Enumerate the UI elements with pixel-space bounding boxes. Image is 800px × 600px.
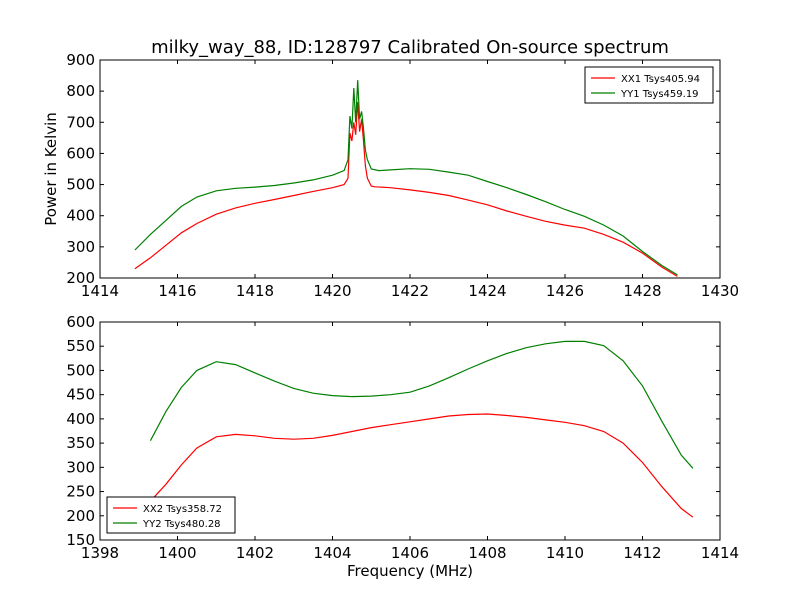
x-tick-label: 1400	[158, 544, 196, 562]
x-tick-label: 1424	[468, 282, 506, 300]
x-tick-label: 1402	[236, 544, 274, 562]
y-axis-label: Power in Kelvin	[42, 112, 60, 226]
y-tick-label: 350	[66, 434, 95, 452]
y-tick-label: 700	[66, 113, 95, 131]
x-tick-label: 1410	[546, 544, 584, 562]
upper-plot: 1414 1416 1418 1420 1422 1424 1426 1428 1430 200 3…	[42, 51, 739, 300]
legend-box	[584, 66, 714, 104]
y-tick-label: 550	[66, 337, 95, 355]
x-tick-label: 1414	[81, 282, 119, 300]
y-tick-label: 600	[66, 313, 95, 331]
chart-title: milky_way_88, ID:128797 Calibrated On-so…	[151, 37, 669, 58]
legend-box	[106, 496, 236, 534]
y-tick-label: 900	[66, 51, 95, 69]
y-tick-label: 800	[66, 82, 95, 100]
x-tick-label: 1430	[701, 282, 739, 300]
x-tick-label: 1408	[468, 544, 506, 562]
x-tick-label: 1418	[236, 282, 274, 300]
series-line-yy	[134, 80, 678, 276]
y-tick-label: 150	[66, 531, 95, 549]
y-tick-label: 400	[66, 207, 95, 225]
x-tick-label: 1412	[623, 544, 661, 562]
series-line-xx	[149, 413, 694, 518]
x-tick-label: 1416	[158, 282, 196, 300]
legend: XX2 Tsys358.72 YY2 Tsys480.28	[106, 496, 236, 534]
series-line-xx	[134, 101, 678, 277]
y-tick-label: 200	[66, 269, 95, 287]
legend-label: XX1 Tsys405.94	[621, 74, 700, 85]
y-tick-label: 200	[66, 507, 95, 525]
y-tick-label: 250	[66, 483, 95, 501]
lower-plot: 1398 1400 1402 1404 1406 1408 1410 1412 1414 150 2…	[66, 313, 739, 580]
y-tick-label: 300	[66, 458, 95, 476]
series-line-yy	[149, 340, 694, 469]
y-tick-label: 450	[66, 386, 95, 404]
y-tick-label: 500	[66, 176, 95, 194]
x-tick-label: 1404	[313, 544, 351, 562]
y-tick-label: 400	[66, 410, 95, 428]
x-tick-label: 1398	[81, 544, 119, 562]
y-tick-label: 300	[66, 238, 95, 256]
legend-label: XX2 Tsys358.72	[143, 504, 222, 515]
legend-label: YY1 Tsys459.19	[620, 89, 699, 100]
x-tick-label: 1422	[391, 282, 429, 300]
legend: XX1 Tsys405.94 YY1 Tsys459.19	[584, 66, 714, 104]
y-tick-label: 600	[66, 144, 95, 162]
legend-label: YY2 Tsys480.28	[142, 519, 221, 530]
x-tick-label: 1426	[546, 282, 584, 300]
x-tick-label: 1406	[391, 544, 429, 562]
y-tick-label: 500	[66, 361, 95, 379]
x-tick-label: 1420	[313, 282, 351, 300]
x-tick-label: 1428	[623, 282, 661, 300]
x-tick-label: 1414	[701, 544, 739, 562]
x-axis-label: Frequency (MHz)	[347, 562, 473, 580]
